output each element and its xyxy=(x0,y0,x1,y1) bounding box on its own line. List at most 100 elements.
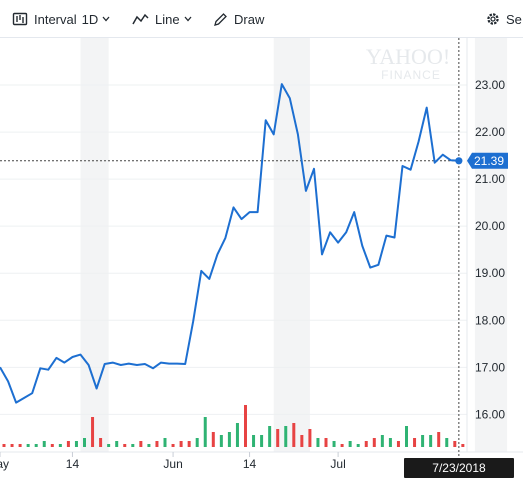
volume-bar xyxy=(211,432,215,447)
volume-bar xyxy=(332,441,336,447)
volume-bar xyxy=(195,438,199,447)
pencil-icon xyxy=(214,12,227,26)
volume-bar xyxy=(340,444,344,447)
chart-type-dropdown[interactable]: Line xyxy=(132,10,192,28)
x-axis: ay 14 Jun 14 Jul xyxy=(0,452,346,471)
volume-bar xyxy=(453,441,457,447)
volume-bar xyxy=(244,405,247,447)
volume-bar xyxy=(123,444,127,447)
watermark: YAHOO! FINANCE xyxy=(366,44,450,82)
volume-bars xyxy=(2,405,465,447)
crosshair-date-tag: 7/23/2018 xyxy=(404,458,514,478)
volume-bar xyxy=(235,423,239,447)
volume-bar xyxy=(219,435,223,447)
volume-bar xyxy=(58,444,62,447)
volume-bar xyxy=(356,444,360,447)
volume-bar xyxy=(99,438,103,447)
y-tick-label: 23.00 xyxy=(475,78,505,92)
volume-bar xyxy=(405,426,408,447)
y-tick-label: 21.00 xyxy=(475,172,505,186)
volume-bar xyxy=(292,423,296,447)
interval-dropdown[interactable]: Interval 1D xyxy=(12,10,110,28)
shaded-band xyxy=(80,38,109,452)
volume-bar xyxy=(179,441,183,447)
chevron-down-icon xyxy=(102,16,110,22)
settings-label: Se xyxy=(506,11,522,27)
volume-bar xyxy=(10,444,14,447)
volume-bar xyxy=(429,435,433,447)
chevron-down-icon xyxy=(184,16,192,22)
chart-type-label: Line xyxy=(155,11,180,27)
y-tick-label: 16.00 xyxy=(475,407,505,421)
last-price-tag-bg xyxy=(467,152,508,169)
y-tick-label: 20.00 xyxy=(475,219,505,233)
volume-bar xyxy=(461,444,465,447)
volume-bar xyxy=(203,417,207,447)
x-tick-label: Jul xyxy=(330,457,345,471)
volume-bar xyxy=(300,435,304,447)
volume-bar xyxy=(284,426,288,447)
last-price-label: 21.39 xyxy=(474,154,504,168)
y-tick-label: 22.00 xyxy=(475,125,505,139)
last-price-tag: 21.39 xyxy=(467,152,508,169)
volume-bar xyxy=(187,441,191,447)
x-tick-label: ay xyxy=(0,457,9,471)
x-tick-label: 14 xyxy=(66,457,80,471)
volume-bar xyxy=(18,444,22,447)
volume-bar xyxy=(348,441,352,447)
y-tick-label: 19.00 xyxy=(475,266,505,280)
volume-bar xyxy=(139,441,143,447)
draw-button[interactable]: Draw xyxy=(213,10,264,28)
volume-bar xyxy=(308,429,312,447)
volume-bar xyxy=(437,432,441,447)
watermark-line1: YAHOO! xyxy=(366,44,450,69)
settings-button[interactable]: Se xyxy=(486,10,522,28)
volume-bar xyxy=(155,441,159,447)
volume-bar xyxy=(91,417,95,447)
volume-bar xyxy=(388,438,392,447)
x-tick-label: 14 xyxy=(243,457,257,471)
y-axis: 16.00 17.00 18.00 19.00 20.00 21.00 22.00 23.00 xyxy=(475,78,505,421)
volume-bar xyxy=(107,444,111,447)
price-line xyxy=(0,83,459,404)
y-tick-label: 18.00 xyxy=(475,313,505,327)
volume-bar xyxy=(66,441,70,447)
volume-bar xyxy=(115,441,119,447)
volume-bar xyxy=(171,444,175,447)
volume-bar xyxy=(372,438,376,447)
volume-bar xyxy=(413,438,417,447)
volume-bar xyxy=(445,438,449,447)
volume-bar xyxy=(34,444,38,447)
volume-bar xyxy=(276,429,280,447)
volume-bar xyxy=(316,438,320,447)
volume-bar xyxy=(396,441,400,447)
volume-bar xyxy=(42,441,46,447)
volume-bar xyxy=(380,435,384,447)
shaded-bands xyxy=(80,38,508,452)
last-price-marker[interactable] xyxy=(455,157,463,165)
volume-bar xyxy=(83,438,86,447)
volume-bar xyxy=(252,435,256,447)
interval-label: Interval xyxy=(34,11,77,27)
line-chart-icon xyxy=(132,13,149,25)
crosshair-date-label: 7/23/2018 xyxy=(432,461,486,475)
volume-bar xyxy=(163,438,167,447)
volume-bar xyxy=(324,438,328,447)
x-tick-label: Jun xyxy=(163,457,182,471)
gridlines xyxy=(0,38,523,453)
volume-bar xyxy=(26,444,30,447)
volume-bar xyxy=(147,444,151,447)
volume-bar xyxy=(260,435,264,447)
interval-value: 1D xyxy=(81,11,99,27)
volume-bar xyxy=(364,441,368,447)
volume-bar xyxy=(74,441,78,447)
gear-icon xyxy=(487,13,499,25)
volume-bar xyxy=(131,444,135,447)
date-tag-bg xyxy=(404,458,514,478)
draw-label: Draw xyxy=(234,11,265,27)
chart-toolbar: Interval 1D Line Draw Se xyxy=(0,0,523,38)
volume-bar xyxy=(227,432,231,447)
watermark-line2: FINANCE xyxy=(381,68,441,82)
volume-bar xyxy=(50,444,54,447)
